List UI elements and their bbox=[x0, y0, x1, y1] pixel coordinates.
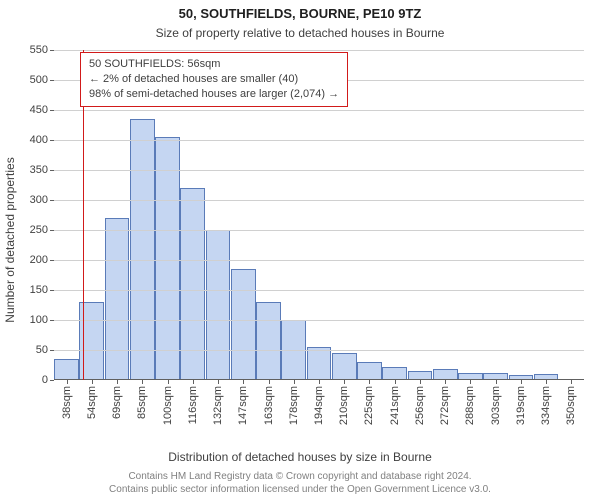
gridline bbox=[54, 260, 584, 261]
x-tick-label: 272sqm bbox=[439, 386, 451, 425]
x-tick-mark bbox=[193, 380, 194, 384]
x-tick-label: 100sqm bbox=[162, 386, 174, 425]
y-tick-mark bbox=[50, 350, 54, 351]
x-tick-label: 178sqm bbox=[288, 386, 300, 425]
y-tick-label: 500 bbox=[30, 74, 48, 86]
y-tick-mark bbox=[50, 140, 54, 141]
bar bbox=[180, 188, 205, 380]
y-tick-mark bbox=[50, 290, 54, 291]
x-tick-label: 147sqm bbox=[237, 386, 249, 425]
gridline bbox=[54, 230, 584, 231]
x-tick-label: 225sqm bbox=[363, 386, 375, 425]
credit-line-2: Contains public sector information licen… bbox=[0, 484, 600, 497]
x-axis-label: Distribution of detached houses by size … bbox=[0, 450, 600, 464]
y-tick-mark bbox=[50, 170, 54, 171]
chart-subtitle: Size of property relative to detached ho… bbox=[0, 26, 600, 40]
x-tick-label: 210sqm bbox=[338, 386, 350, 425]
gridline bbox=[54, 320, 584, 321]
x-tick-label: 194sqm bbox=[313, 386, 325, 425]
x-tick-mark bbox=[67, 380, 68, 384]
x-tick-label: 54sqm bbox=[86, 386, 98, 419]
bar bbox=[231, 269, 256, 380]
x-tick-mark bbox=[344, 380, 345, 384]
gridline bbox=[54, 170, 584, 171]
x-tick-mark bbox=[420, 380, 421, 384]
gridline bbox=[54, 200, 584, 201]
x-tick-mark bbox=[445, 380, 446, 384]
x-tick-mark bbox=[218, 380, 219, 384]
y-tick-mark bbox=[50, 80, 54, 81]
x-tick-mark bbox=[369, 380, 370, 384]
y-tick-mark bbox=[50, 260, 54, 261]
y-tick-label: 0 bbox=[42, 374, 48, 386]
bar bbox=[105, 218, 130, 380]
x-tick-mark bbox=[269, 380, 270, 384]
credit-text: Contains HM Land Registry data © Crown c… bbox=[0, 471, 600, 496]
x-tick-label: 163sqm bbox=[263, 386, 275, 425]
y-tick-label: 100 bbox=[30, 314, 48, 326]
y-tick-mark bbox=[50, 320, 54, 321]
x-tick-label: 116sqm bbox=[187, 386, 199, 424]
credit-line-1: Contains HM Land Registry data © Crown c… bbox=[0, 471, 600, 484]
bar bbox=[332, 353, 357, 380]
bar bbox=[155, 137, 180, 380]
x-tick-mark bbox=[243, 380, 244, 384]
x-tick-mark bbox=[294, 380, 295, 384]
x-tick-mark bbox=[168, 380, 169, 384]
x-tick-mark bbox=[571, 380, 572, 384]
x-tick-label: 69sqm bbox=[111, 386, 123, 419]
bar bbox=[357, 362, 382, 380]
y-axis-label: Number of detached properties bbox=[3, 157, 17, 322]
annotation-line: 50 SOUTHFIELDS: 56sqm bbox=[89, 57, 339, 72]
x-tick-mark bbox=[521, 380, 522, 384]
x-tick-mark bbox=[395, 380, 396, 384]
gridline bbox=[54, 140, 584, 141]
x-tick-mark bbox=[142, 380, 143, 384]
y-tick-mark bbox=[50, 50, 54, 51]
y-tick-label: 250 bbox=[30, 224, 48, 236]
y-tick-label: 50 bbox=[36, 344, 48, 356]
x-tick-mark bbox=[92, 380, 93, 384]
y-tick-label: 300 bbox=[30, 194, 48, 206]
x-tick-label: 241sqm bbox=[389, 386, 401, 425]
x-tick-label: 256sqm bbox=[414, 386, 426, 425]
x-tick-label: 350sqm bbox=[565, 386, 577, 425]
chart-title: 50, SOUTHFIELDS, BOURNE, PE10 9TZ bbox=[0, 6, 600, 21]
bar bbox=[130, 119, 155, 380]
x-tick-mark bbox=[117, 380, 118, 384]
y-tick-label: 450 bbox=[30, 104, 48, 116]
bar bbox=[54, 359, 79, 380]
gridline bbox=[54, 350, 584, 351]
x-tick-mark bbox=[470, 380, 471, 384]
x-tick-label: 85sqm bbox=[136, 386, 148, 419]
y-tick-label: 350 bbox=[30, 164, 48, 176]
y-tick-label: 150 bbox=[30, 284, 48, 296]
y-tick-label: 200 bbox=[30, 254, 48, 266]
y-tick-mark bbox=[50, 380, 54, 381]
bar bbox=[307, 347, 332, 380]
y-tick-label: 550 bbox=[30, 44, 48, 56]
y-tick-mark bbox=[50, 230, 54, 231]
annotation-box: 50 SOUTHFIELDS: 56sqm← 2% of detached ho… bbox=[80, 52, 348, 107]
x-tick-label: 334sqm bbox=[540, 386, 552, 425]
bar bbox=[206, 230, 231, 380]
x-tick-mark bbox=[496, 380, 497, 384]
annotation-line: ← 2% of detached houses are smaller (40) bbox=[89, 72, 339, 87]
gridline bbox=[54, 290, 584, 291]
x-tick-mark bbox=[319, 380, 320, 384]
gridline bbox=[54, 50, 584, 51]
annotation-line: 98% of semi-detached houses are larger (… bbox=[89, 87, 339, 102]
y-tick-label: 400 bbox=[30, 134, 48, 146]
x-tick-label: 38sqm bbox=[61, 386, 73, 419]
x-tick-mark bbox=[546, 380, 547, 384]
x-tick-label: 132sqm bbox=[212, 386, 224, 425]
x-tick-label: 319sqm bbox=[515, 386, 527, 425]
y-tick-mark bbox=[50, 200, 54, 201]
x-tick-label: 303sqm bbox=[490, 386, 502, 425]
gridline bbox=[54, 110, 584, 111]
x-tick-label: 288sqm bbox=[464, 386, 476, 425]
bar bbox=[256, 302, 281, 380]
y-tick-mark bbox=[50, 110, 54, 111]
